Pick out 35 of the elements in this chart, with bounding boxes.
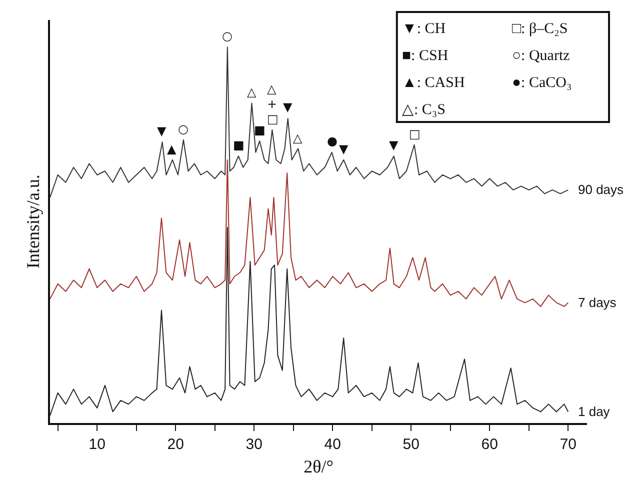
series-label: 1 day <box>578 404 610 419</box>
annotation: ▲: CASH <box>402 75 465 91</box>
x-tick-label: 70 <box>560 436 577 453</box>
annotation: ○: Quartz <box>512 48 570 64</box>
annotation: ▼ <box>339 142 349 156</box>
annotation: + <box>267 97 278 111</box>
x-tick-label: 40 <box>324 436 341 453</box>
series-label: 7 days <box>578 295 617 310</box>
annotation: ▼ <box>157 124 167 138</box>
series-label: 90 days <box>578 182 624 197</box>
annotation: ▼ <box>389 138 399 152</box>
annotation: ●: CaCO₃ <box>512 75 572 91</box>
annotation: ■: CSH <box>402 48 448 64</box>
annotation: ▼ <box>283 100 293 114</box>
annotation: ▲ <box>167 142 177 156</box>
y-axis-title: Intensity/a.u. <box>22 174 43 268</box>
text: □: β–C₂S <box>512 21 568 37</box>
x-tick-label: 20 <box>167 436 184 453</box>
x-tick-label: 50 <box>402 436 420 453</box>
x-tick-label: 60 <box>481 436 498 453</box>
annotation: △: C₃S <box>402 102 446 118</box>
text: ▼: CH <box>402 21 446 37</box>
x-axis-title: 2θ/° <box>304 456 334 476</box>
annotation: ■ <box>233 138 244 152</box>
annotation: △ <box>267 82 277 96</box>
annotation: ○ <box>178 122 188 136</box>
annotation: □ <box>409 127 420 141</box>
annotation: □ <box>267 112 278 126</box>
annotation: ○ <box>222 29 232 43</box>
x-tick-label: 10 <box>88 436 106 453</box>
annotation: △ <box>247 85 257 99</box>
annotation: ■ <box>254 123 266 137</box>
annotation: △ <box>293 131 303 145</box>
annotation: ● <box>327 134 338 148</box>
x-tick-label: 30 <box>246 436 262 453</box>
